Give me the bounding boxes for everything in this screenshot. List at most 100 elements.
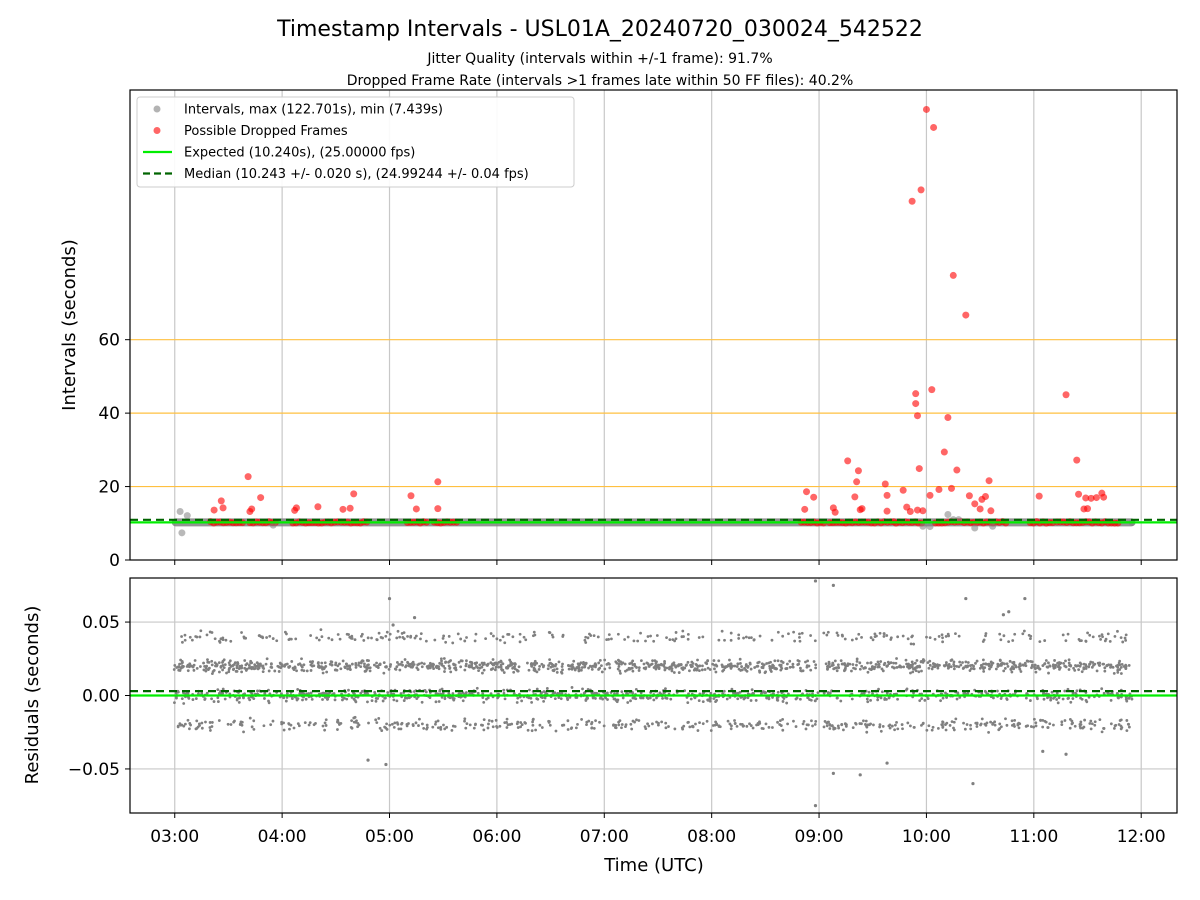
- residual-point: [321, 671, 325, 675]
- residual-point: [449, 670, 453, 674]
- residual-point: [663, 668, 667, 672]
- residual-point: [1043, 639, 1047, 642]
- residual-point: [1118, 663, 1122, 667]
- residual-point: [966, 664, 970, 668]
- residual-point: [247, 696, 251, 700]
- residual-point: [480, 661, 484, 665]
- top-y-tick-label: 0: [109, 551, 120, 571]
- dropped-frame-point: [976, 505, 984, 513]
- residual-point: [858, 773, 862, 777]
- residual-point: [623, 662, 627, 666]
- dropped-frame-point: [210, 506, 218, 514]
- residual-point: [225, 671, 228, 675]
- residual-point: [664, 726, 668, 730]
- residual-point: [503, 641, 507, 645]
- residual-point: [901, 634, 905, 638]
- residual-point: [359, 691, 363, 695]
- residual-point: [395, 665, 399, 669]
- residual-point: [217, 661, 221, 665]
- residual-point: [532, 666, 536, 670]
- residual-point: [585, 723, 588, 726]
- residual-point: [912, 642, 916, 646]
- residual-point: [836, 696, 839, 700]
- residual-point: [792, 719, 795, 723]
- residual-point: [736, 697, 740, 701]
- residual-point: [879, 660, 883, 663]
- residual-point: [904, 658, 908, 662]
- residual-point: [655, 696, 658, 700]
- residual-point: [885, 761, 889, 765]
- residual-point: [996, 689, 999, 693]
- residual-point: [300, 665, 304, 669]
- dropped-frame-point: [1062, 391, 1070, 399]
- residual-point: [1036, 697, 1039, 701]
- residual-point: [979, 664, 983, 667]
- residual-point: [620, 690, 624, 694]
- residual-point: [828, 665, 832, 669]
- residual-point: [735, 665, 739, 668]
- residual-point: [531, 717, 535, 721]
- residual-point: [542, 700, 546, 703]
- residual-point: [813, 699, 817, 703]
- residual-point: [375, 661, 378, 665]
- residual-point: [899, 665, 903, 669]
- residual-point: [497, 660, 501, 664]
- residual-point: [962, 721, 965, 725]
- residual-point: [933, 665, 937, 669]
- residual-point: [1024, 664, 1028, 668]
- residual-point: [384, 762, 388, 767]
- residual-point: [607, 633, 611, 636]
- dropped-frame-point: [947, 484, 955, 492]
- residual-point: [637, 666, 641, 670]
- residual-point: [288, 727, 291, 731]
- residual-point: [530, 729, 534, 733]
- residual-point: [608, 666, 612, 670]
- residual-point: [1049, 696, 1053, 700]
- dropped-frame-point: [940, 448, 948, 456]
- residual-point: [920, 697, 924, 700]
- dropped-frame-point: [1092, 494, 1100, 502]
- residual-point: [851, 726, 855, 730]
- residual-point: [919, 659, 923, 663]
- residual-point: [1052, 723, 1055, 727]
- residual-point: [1107, 663, 1111, 667]
- residual-point: [1127, 725, 1131, 729]
- residual-point: [658, 691, 662, 695]
- residual-point: [317, 665, 320, 669]
- residual-point: [1032, 717, 1036, 721]
- residual-point: [216, 700, 220, 703]
- residual-point: [382, 661, 386, 665]
- residual-point: [971, 782, 975, 786]
- residual-point: [945, 695, 949, 699]
- dropped-frame-point: [899, 486, 907, 494]
- residual-point: [390, 722, 394, 726]
- residual-point: [444, 660, 448, 664]
- residual-point: [628, 667, 632, 671]
- residual-point: [1116, 668, 1120, 672]
- residual-point: [598, 720, 601, 724]
- dropped-frame-point: [962, 311, 970, 319]
- residual-point: [927, 724, 931, 728]
- residual-point: [631, 663, 635, 666]
- residual-point: [484, 637, 488, 641]
- residual-point: [221, 668, 224, 672]
- residual-point: [646, 662, 650, 666]
- residual-point: [980, 691, 984, 695]
- residual-point: [1080, 670, 1084, 674]
- residual-point: [343, 696, 346, 700]
- residual-point: [601, 697, 604, 701]
- residual-point: [972, 667, 976, 671]
- residual-point: [964, 596, 968, 601]
- residual-point: [398, 668, 402, 672]
- residuals-panel: 03:00 04:00 05:00 06:00 07:00 08:00 09:00 10:00…: [68, 577, 1178, 847]
- residual-point: [1069, 700, 1073, 704]
- residual-point: [784, 667, 788, 671]
- residual-point: [781, 700, 785, 703]
- residual-point: [392, 725, 396, 729]
- residual-point: [419, 637, 422, 641]
- residual-point: [584, 699, 588, 702]
- residual-point: [1088, 633, 1092, 637]
- dropped-frame-point: [944, 414, 952, 422]
- residual-point: [509, 662, 513, 666]
